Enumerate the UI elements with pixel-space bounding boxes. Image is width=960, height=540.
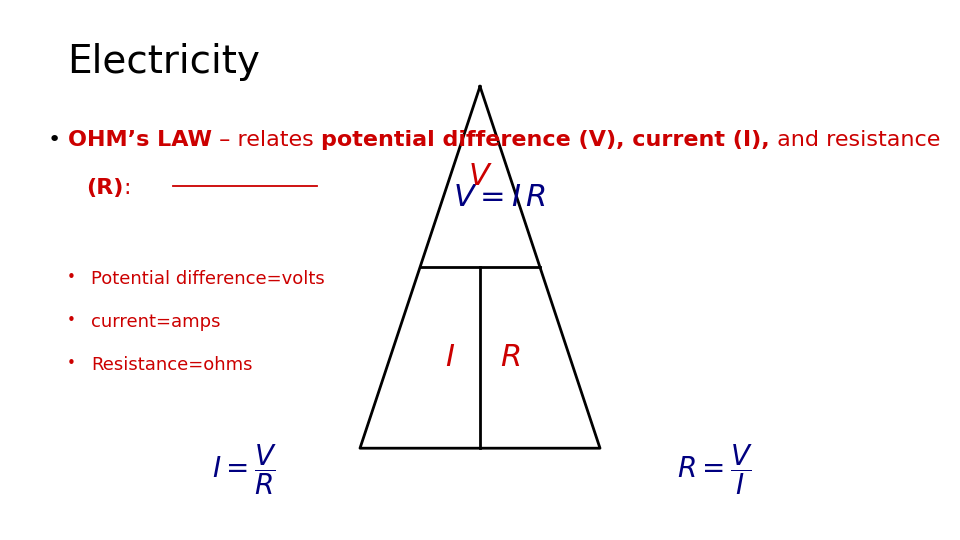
Text: and resistance: and resistance [770, 130, 940, 150]
Text: Resistance=ohms: Resistance=ohms [91, 356, 252, 374]
Text: •: • [67, 313, 76, 328]
Text: current=amps: current=amps [91, 313, 221, 331]
Text: $\mathit{V}$: $\mathit{V}$ [468, 163, 492, 191]
Text: potential difference (V), current (I),: potential difference (V), current (I), [322, 130, 770, 150]
Text: $R = \dfrac{V}{I}$: $R = \dfrac{V}{I}$ [677, 442, 754, 497]
Text: (R): (R) [86, 178, 124, 198]
Text: :: : [124, 178, 132, 198]
Text: OHM’s LAW: OHM’s LAW [68, 130, 212, 150]
Text: •: • [67, 356, 76, 372]
Text: $\mathit{I}$: $\mathit{I}$ [444, 343, 455, 372]
Text: $I = \dfrac{V}{R}$: $I = \dfrac{V}{R}$ [212, 442, 277, 497]
Text: Potential difference=volts: Potential difference=volts [91, 270, 324, 288]
Text: $V = I\,R$: $V = I\,R$ [453, 183, 545, 212]
Text: – relates: – relates [212, 130, 322, 150]
Text: •: • [67, 270, 76, 285]
Text: $\mathit{R}$: $\mathit{R}$ [500, 343, 520, 372]
Text: •: • [48, 130, 68, 150]
Text: Electricity: Electricity [67, 43, 260, 81]
